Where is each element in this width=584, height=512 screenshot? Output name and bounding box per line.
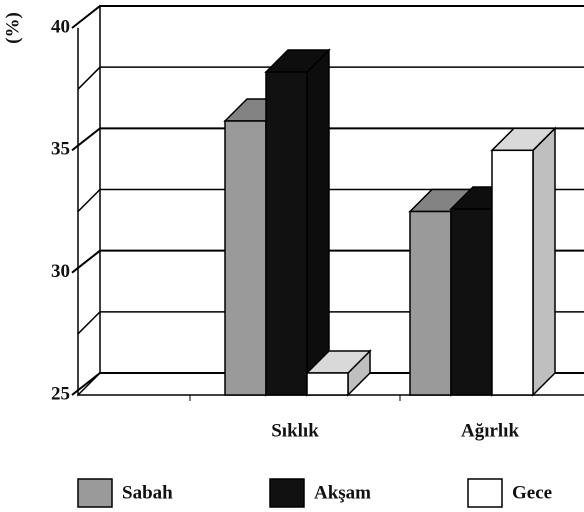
grid-line (77, 66, 584, 90)
grid-line (77, 188, 584, 213)
legend-swatch (467, 478, 503, 508)
bar (224, 120, 267, 396)
legend-swatch (77, 478, 113, 508)
bar-side (306, 48, 330, 397)
left-wall (77, 28, 101, 397)
y-axis-label: (%) (2, 12, 23, 44)
bar (306, 372, 349, 396)
bar-side (532, 126, 556, 397)
grid-line (71, 5, 584, 29)
legend-swatch (269, 478, 305, 508)
y-tick-label: 35 (51, 139, 70, 160)
y-tick-label: 25 (51, 383, 70, 404)
legend-label: Gece (512, 482, 552, 503)
bar (491, 149, 534, 396)
bar (265, 71, 308, 396)
legend-label: Akşam (314, 482, 371, 503)
y-tick-label: 30 (51, 261, 70, 282)
legend-label: Sabah (122, 482, 173, 503)
x-tick-label: Sıklık (271, 420, 319, 441)
x-tick-label: Ağırlık (461, 420, 519, 441)
bar (409, 210, 452, 396)
bar (450, 208, 493, 396)
grid-line (71, 127, 584, 152)
y-tick-label: 40 (51, 16, 70, 37)
